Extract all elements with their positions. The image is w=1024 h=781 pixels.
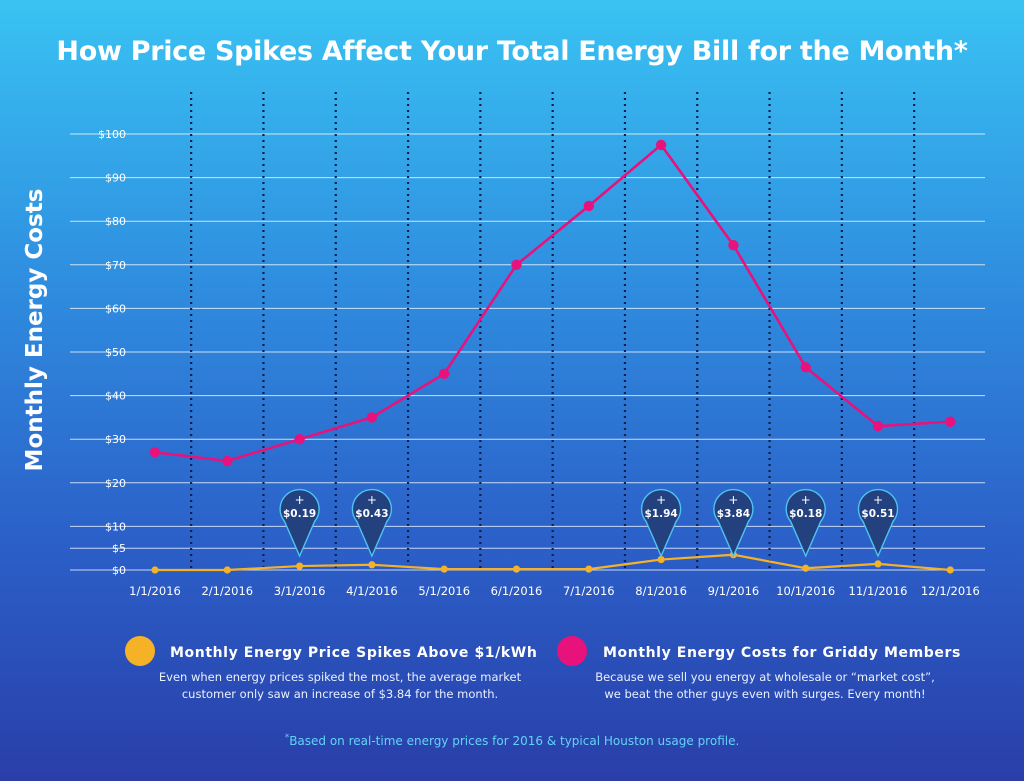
spike-point (657, 555, 665, 564)
y-tick-label: $20 (105, 477, 126, 490)
pin-plus-sign: + (656, 493, 666, 507)
cost-series-line (154, 143, 951, 463)
pin-plus-sign: + (295, 493, 305, 507)
cost-point (583, 200, 594, 212)
y-tick-label: $10 (105, 520, 126, 533)
spike-point (946, 566, 954, 574)
spike-point (223, 566, 231, 574)
x-tick-label: 5/1/2016 (418, 584, 470, 598)
spike-annotations: +$0.19+$0.43+$1.94+$3.84+$0.18+$0.51 (279, 488, 899, 558)
pin-value-label: $0.19 (283, 508, 316, 520)
x-tick-label: 6/1/2016 (491, 584, 543, 598)
x-tick-label: 11/1/2016 (849, 584, 908, 598)
cost-point (872, 420, 884, 432)
y-tick-label: $40 (105, 390, 126, 403)
pin-marker (351, 488, 393, 558)
x-tick-label: 10/1/2016 (776, 584, 835, 598)
y-tick-label: $0 (112, 564, 126, 577)
spike-point (440, 565, 448, 573)
cost-point (728, 239, 739, 251)
pin-marker (857, 488, 899, 558)
x-tick-label: 9/1/2016 (708, 584, 760, 598)
y-tick-label: $100 (98, 128, 126, 141)
spike-series-line (155, 553, 951, 572)
y-tick-label: $50 (105, 346, 126, 359)
pin-marker (640, 488, 682, 558)
pin-value-label: $0.51 (861, 508, 894, 520)
x-tick-label: 12/1/2016 (921, 584, 980, 598)
cost-point (294, 434, 305, 445)
y-tick-label: $5 (112, 542, 126, 555)
legend-spike-desc: Even when energy prices spiked the most,… (150, 669, 530, 703)
cost-point (366, 412, 378, 423)
footnote-mark: * (284, 733, 290, 743)
cost-point (800, 362, 811, 373)
pin-plus-sign: + (801, 493, 811, 507)
x-tick-label: 2/1/2016 (201, 584, 253, 598)
pin-marker (279, 488, 320, 558)
x-tick-labels: 1/1/2016 2/1/2016 3/1/2016 4/1/2016 5/1/2016… (129, 584, 980, 598)
legend-cost-title: Monthly Energy Costs for Griddy Members (603, 645, 961, 661)
legend-cost-dot (557, 636, 587, 666)
x-tick-label: 4/1/2016 (346, 584, 398, 598)
legend-spike-desc-line1: Even when energy prices spiked the most,… (158, 670, 522, 684)
cost-point (655, 139, 667, 151)
pin-value-label: $0.18 (789, 508, 822, 520)
series-lines (154, 143, 951, 572)
spike-point (151, 566, 159, 574)
pin-value-label: $0.43 (355, 508, 388, 520)
cost-point (222, 455, 233, 467)
legend-spike-title: Monthly Energy Price Spikes Above $1/kWh (170, 645, 538, 661)
spike-point (802, 564, 810, 572)
x-tick-label: 7/1/2016 (563, 584, 615, 598)
pin-value-label: $3.84 (717, 508, 750, 520)
legend-cost-desc-line2: we beat the other guys even with surges.… (604, 687, 926, 701)
x-tick-label: 8/1/2016 (635, 584, 687, 598)
x-tick-label: 1/1/2016 (129, 584, 181, 598)
spike-point (512, 565, 521, 573)
y-tick-label: $30 (105, 433, 126, 446)
y-tick-label: $70 (105, 259, 126, 272)
footnote: *Based on real-time energy prices for 20… (0, 733, 1024, 748)
legend-spike-dot (125, 636, 155, 666)
pin-plus-sign: + (728, 493, 738, 507)
legend-cost-desc: Because we sell you energy at wholesale … (585, 669, 945, 703)
cost-point (439, 368, 450, 379)
spike-point (296, 562, 304, 570)
y-tick-label: $80 (105, 215, 126, 228)
x-tick-label: 3/1/2016 (274, 584, 326, 598)
footnote-text: Based on real-time energy prices for 201… (289, 734, 740, 748)
y-tick-label: $90 (105, 172, 126, 185)
y-tick-label: $60 (105, 302, 126, 315)
gridlines (70, 133, 985, 571)
pin-value-label: $1.94 (644, 508, 677, 520)
legend-spike-desc-line2: customer only saw an increase of $3.84 f… (181, 687, 499, 701)
pin-plus-sign: + (873, 493, 883, 507)
y-tick-labels: $0 $5 $10 $20 $30 $40 $50 $60 $70 $80 $90 $100 (98, 128, 126, 577)
chart-title: How Price Spikes Affect Your Total Energ… (56, 36, 968, 67)
spike-point (368, 561, 376, 569)
cost-point (149, 447, 161, 458)
spike-point (874, 560, 882, 568)
month-separators (190, 92, 916, 570)
legend-cost-desc-line1: Because we sell you energy at wholesale … (595, 670, 935, 684)
cost-point (945, 416, 956, 427)
pin-plus-sign: + (367, 493, 377, 507)
pin-marker (713, 488, 754, 558)
pin-marker (785, 488, 826, 558)
spike-point (585, 565, 593, 573)
cost-point (511, 259, 522, 270)
